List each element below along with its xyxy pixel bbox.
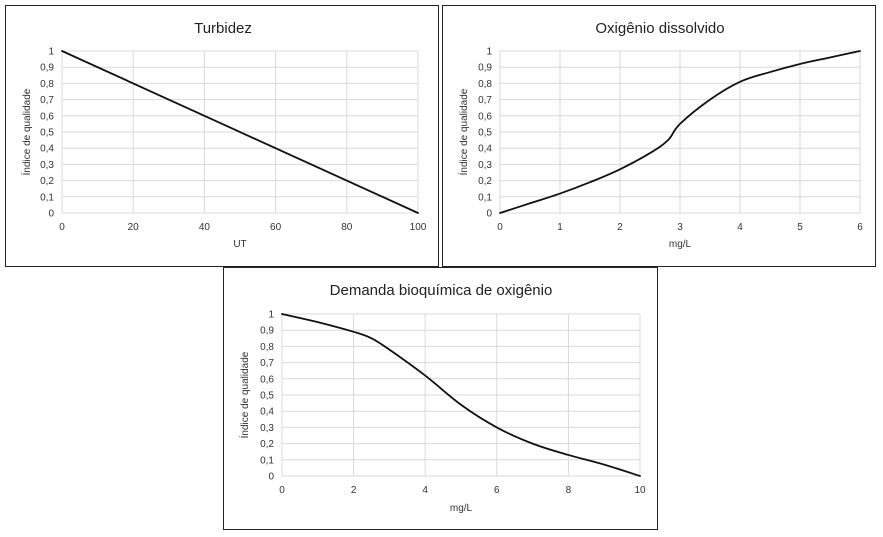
y-tick-label: 0 — [486, 209, 492, 220]
x-tick-label: 100 — [410, 222, 427, 233]
y-tick-label: 0,5 — [40, 128, 54, 139]
chart-panel-dbo: Demanda bioquímica de oxigênio 0 0,1 0,2 0,3… — [223, 267, 658, 530]
y-tick-label: 0,7 — [478, 95, 492, 106]
y-tick-label: 0,6 — [40, 111, 54, 122]
x-tick-label: 6 — [857, 222, 863, 233]
x-tick-label: 8 — [566, 485, 572, 496]
y-tick-label: 0,2 — [40, 176, 54, 187]
y-tick-label: 0,5 — [260, 391, 274, 402]
y-tick-label: 0,7 — [260, 358, 274, 369]
series-line — [499, 50, 861, 214]
y-tick-label: 0,1 — [260, 455, 274, 466]
x-tick-label: 3 — [677, 222, 683, 233]
y-tick-label: 0,4 — [260, 407, 274, 418]
x-tick-label: 4 — [422, 485, 428, 496]
y-axis-label: Índice de qualidade — [238, 351, 251, 438]
x-tick-label: 2 — [351, 485, 357, 496]
x-tick-label: 2 — [617, 222, 623, 233]
chart-svg-dbo: Demanda bioquímica de oxigênio 0 0,1 0,2 0,3… — [238, 282, 646, 514]
series-line — [61, 50, 419, 214]
y-tick-label: 0,8 — [260, 342, 274, 353]
y-axis-label: Índice de qualidade — [20, 88, 33, 175]
y-tick-label: 0,4 — [40, 144, 54, 155]
x-axis-label: mg/L — [669, 239, 692, 250]
y-tick-label: 0,1 — [478, 192, 492, 203]
y-tick-label: 1 — [268, 310, 274, 321]
y-tick-label: 0,3 — [478, 160, 492, 171]
x-tick-label: 0 — [59, 222, 65, 233]
y-tick-label: 0,5 — [478, 128, 492, 139]
x-tick-label: 4 — [737, 222, 743, 233]
x-tick-label: 1 — [557, 222, 563, 233]
x-tick-label: 80 — [341, 222, 353, 233]
y-tick-label: 1 — [48, 47, 54, 58]
x-axis-label: mg/L — [450, 503, 473, 514]
y-tick-label: 0,8 — [40, 79, 54, 90]
chart-panel-turbidez: Turbidez 0 0,1 0,2 0,3 0,4 0,5 0,6 0,7 0,8 0,9 1 0 20… — [5, 5, 439, 267]
y-tick-label: 0,3 — [260, 423, 274, 434]
y-tick-label: 0,8 — [478, 79, 492, 90]
y-tick-label: 0,9 — [260, 326, 274, 337]
chart-title: Oxigênio dissolvido — [595, 20, 724, 37]
y-tick-label: 0,2 — [260, 439, 274, 450]
x-tick-label: 60 — [270, 222, 282, 233]
y-tick-label: 0,3 — [40, 160, 54, 171]
x-tick-label: 0 — [497, 222, 503, 233]
y-tick-label: 0,4 — [478, 144, 492, 155]
chart-title: Turbidez — [194, 20, 252, 37]
y-tick-label: 0,7 — [40, 95, 54, 106]
x-tick-label: 20 — [128, 222, 140, 233]
x-axis-label: UT — [233, 239, 246, 250]
chart-panel-oxigenio: Oxigênio dissolvido 0 0,1 0,2 0,3 0,4 0,5 0,6 0,… — [442, 5, 876, 267]
series-line — [281, 313, 641, 477]
y-tick-label: 0,2 — [478, 176, 492, 187]
y-tick-label: 1 — [486, 47, 492, 58]
y-tick-label: 0,1 — [40, 192, 54, 203]
chart-svg-oxigenio: Oxigênio dissolvido 0 0,1 0,2 0,3 0,4 0,5 0,6 0,… — [457, 20, 863, 250]
y-axis-label: Índice de qualidade — [457, 88, 470, 175]
chart-svg-turbidez: Turbidez 0 0,1 0,2 0,3 0,4 0,5 0,6 0,7 0,8 0,9 1 0 20… — [20, 20, 427, 250]
y-tick-label: 0 — [268, 472, 274, 483]
x-tick-label: 10 — [634, 485, 646, 496]
x-tick-label: 6 — [494, 485, 500, 496]
x-tick-label: 0 — [279, 485, 285, 496]
y-tick-label: 0,9 — [478, 63, 492, 74]
y-tick-label: 0,9 — [40, 63, 54, 74]
y-tick-label: 0,6 — [260, 374, 274, 385]
chart-title: Demanda bioquímica de oxigênio — [330, 282, 553, 299]
y-tick-label: 0 — [48, 209, 54, 220]
x-tick-label: 40 — [199, 222, 211, 233]
x-tick-label: 5 — [797, 222, 803, 233]
y-tick-label: 0,6 — [478, 111, 492, 122]
